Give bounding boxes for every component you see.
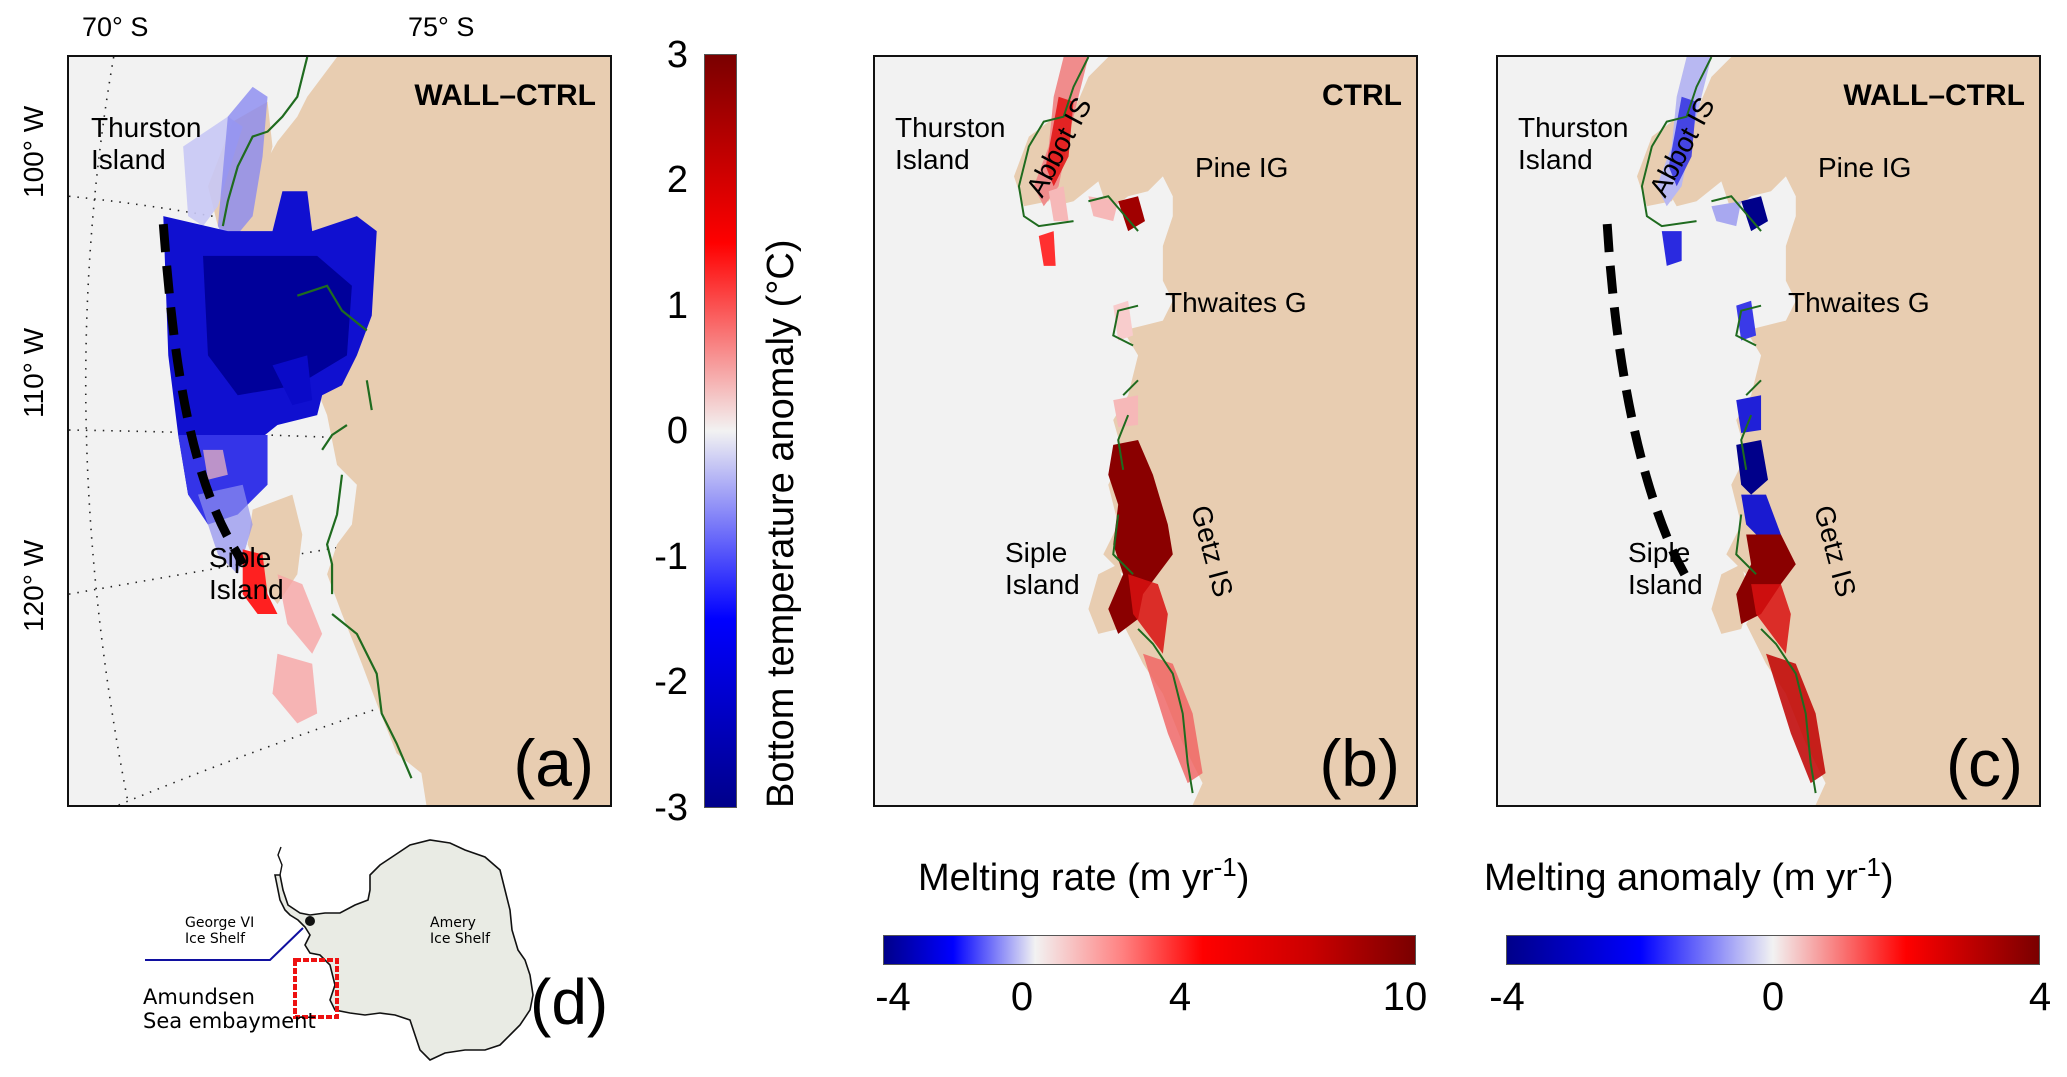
- panel-a-map: WALL–CTRL Thurston Island Siple Island (…: [67, 55, 612, 807]
- colorbar-tick: 2: [666, 159, 688, 201]
- george-vi-ice-shelf-marker: [305, 916, 315, 926]
- panel-b-title: CTRL: [1322, 79, 1402, 112]
- label-george-vi-ice-shelf: George VI Ice Shelf: [185, 915, 254, 947]
- label-amundsen-sea-embayment: Amundsen Sea embayment: [143, 985, 316, 1033]
- colorbar-tick: 4: [1168, 975, 1192, 1019]
- antarctic-peninsula: [277, 846, 283, 876]
- label-thurston-line1: Thurston: [1518, 112, 1629, 143]
- panel-b-map: CTRL Thurston Island Abbot IS Pine IG Th…: [873, 55, 1418, 807]
- label-thurston-line2: Island: [91, 144, 166, 175]
- melting-anomaly-title-text: Melting anomaly (m yr: [1484, 857, 1858, 899]
- panel-c-title: WALL–CTRL: [1843, 79, 2025, 112]
- melting-rate-field: [1033, 57, 1203, 784]
- lon-label-120w: 120° W: [18, 539, 49, 632]
- label-amundsen-line2: Sea embayment: [143, 1009, 316, 1033]
- panel-b-label: (b): [1319, 726, 1400, 800]
- wall-line: [158, 223, 247, 567]
- label-pine-ig: Pine IG: [1195, 152, 1289, 183]
- label-siple-line1: Siple: [1628, 537, 1691, 568]
- colorbar-tick: -1: [654, 536, 688, 578]
- temperature-colorbar-title: Bottom temperature anomaly (°C): [760, 239, 802, 808]
- label-siple-island: Siple Island: [1628, 537, 1703, 601]
- panel-a-title: WALL–CTRL: [414, 79, 596, 112]
- melting-anomaly-colorbar: [1506, 935, 2040, 965]
- colorbar-tick: -4: [875, 975, 911, 1019]
- colorbar-tick: -4: [1489, 975, 1525, 1019]
- panel-d-label: (d): [530, 966, 609, 1038]
- label-pine-ig: Pine IG: [1818, 152, 1912, 183]
- lat-label-70s: 70° S: [82, 12, 149, 42]
- label-siple-island: Siple Island: [209, 542, 284, 606]
- grounding-line: [1640, 57, 1817, 794]
- label-george-line1: George VI: [185, 915, 255, 931]
- amundsen-sea-box: [293, 958, 339, 1019]
- melting-anomaly-title-sup: -1: [1857, 852, 1881, 882]
- label-siple-line2: Island: [209, 574, 284, 605]
- george-vi-pointer-line: [145, 927, 304, 961]
- colorbar-tick: 4: [2028, 975, 2052, 1019]
- colorbar-tick: 0: [1010, 975, 1034, 1019]
- grounding-line: [221, 57, 413, 779]
- panel-b-canvas: [1013, 57, 1416, 805]
- colorbar-tick: -3: [654, 787, 688, 829]
- melting-anomaly-colorbar-title: Melting anomaly (m yr-1): [1484, 852, 1894, 900]
- melting-anomaly-title-end: ): [1880, 857, 1894, 899]
- label-amery-line1: Amery: [430, 915, 476, 931]
- label-thwaites-g: Thwaites G: [1788, 287, 1930, 318]
- lat-label-75s: 75° S: [408, 12, 475, 42]
- lon-label-110w: 110° W: [18, 327, 49, 418]
- colorbar-tick: 0: [666, 410, 688, 452]
- antarctica-land: [274, 839, 534, 1061]
- melting-rate-title-end: ): [1236, 857, 1250, 899]
- label-george-line2: Ice Shelf: [185, 931, 246, 947]
- panel-c-canvas: [1602, 57, 2039, 805]
- melting-rate-colorbar: [883, 935, 1416, 965]
- label-siple-line1: Siple: [209, 542, 272, 573]
- melting-rate-title-text: Melting rate (m yr: [918, 857, 1214, 899]
- colorbar-tick: 3: [666, 34, 688, 76]
- temperature-colorbar: [704, 54, 737, 808]
- melting-anomaly-field: [1656, 57, 1826, 784]
- label-siple-line2: Island: [1628, 569, 1703, 600]
- label-thurston-island: Thurston Island: [1518, 112, 1629, 176]
- label-thurston-line1: Thurston: [91, 112, 202, 143]
- label-siple-line1: Siple: [1005, 537, 1068, 568]
- label-amery-ice-shelf: Amery Ice Shelf: [430, 915, 490, 947]
- label-thurston-island: Thurston Island: [91, 112, 202, 176]
- label-thwaites-g: Thwaites G: [1165, 287, 1307, 318]
- grounding-line: [1017, 57, 1194, 794]
- label-siple-line2: Island: [1005, 569, 1080, 600]
- antarctica-inset-map: George VI Ice Shelf Amery Ice Shelf Amun…: [140, 835, 640, 1077]
- wall-line: [1602, 223, 1689, 577]
- melting-rate-colorbar-title: Melting rate (m yr-1): [918, 852, 1249, 900]
- colorbar-tick: 0: [1761, 975, 1785, 1019]
- label-thurston-island: Thurston Island: [895, 112, 1006, 176]
- label-thurston-line1: Thurston: [895, 112, 1006, 143]
- panel-c-map: WALL–CTRL Thurston Island Abbot IS Pine …: [1496, 55, 2041, 807]
- lon-label-100w: 100° W: [18, 105, 49, 198]
- label-amery-line2: Ice Shelf: [430, 931, 491, 947]
- melting-rate-title-sup: -1: [1213, 852, 1237, 882]
- colorbar-tick: 1: [666, 285, 688, 327]
- label-amundsen-line1: Amundsen: [143, 985, 255, 1009]
- antarctica-outline: [145, 839, 534, 1061]
- label-thurston-line2: Island: [895, 144, 970, 175]
- colorbar-tick: 10: [1382, 975, 1428, 1019]
- panel-a-canvas: [69, 57, 610, 805]
- label-thurston-line2: Island: [1518, 144, 1593, 175]
- label-siple-island: Siple Island: [1005, 537, 1080, 601]
- colorbar-tick: -2: [654, 661, 688, 703]
- panel-c-label: (c): [1946, 726, 2023, 800]
- panel-a-label: (a): [513, 726, 594, 800]
